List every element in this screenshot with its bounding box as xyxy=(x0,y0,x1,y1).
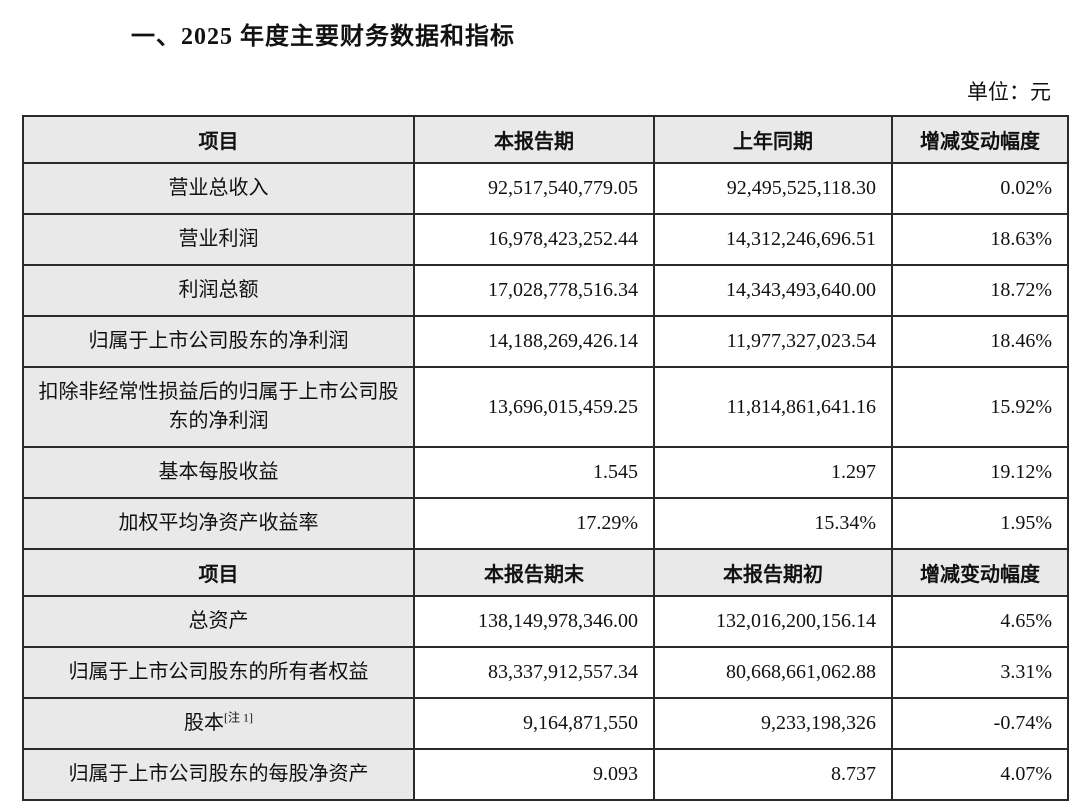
value-current: 92,517,540,779.05 xyxy=(413,162,655,215)
value-change: -0.74% xyxy=(891,697,1069,750)
row-label: 总资产 xyxy=(22,595,415,648)
value-period-end: 83,337,912,557.34 xyxy=(413,646,655,699)
row-label: 加权平均净资产收益率 xyxy=(22,497,415,550)
value-current: 17,028,778,516.34 xyxy=(413,264,655,317)
value-change: 3.31% xyxy=(891,646,1069,699)
value-change: 4.07% xyxy=(891,748,1069,801)
value-period-start: 9,233,198,326 xyxy=(653,697,893,750)
row-label: 营业总收入 xyxy=(22,162,415,215)
value-current: 13,696,015,459.25 xyxy=(413,366,655,448)
footnote-reference: [注 1] xyxy=(224,710,253,725)
table-row: 营业利润 16,978,423,252.44 14,312,246,696.51… xyxy=(22,213,1069,266)
section2-header-row: 项目 本报告期末 本报告期初 增减变动幅度 xyxy=(22,548,1069,597)
row-label: 利润总额 xyxy=(22,264,415,317)
row-label: 基本每股收益 xyxy=(22,446,415,499)
column-header-item: 项目 xyxy=(22,548,415,597)
column-header-prior-period: 上年同期 xyxy=(653,115,893,164)
unit-label: 单位：元 xyxy=(967,80,1051,104)
column-header-change: 增减变动幅度 xyxy=(891,548,1069,597)
value-change: 18.72% xyxy=(891,264,1069,317)
value-prior: 92,495,525,118.30 xyxy=(653,162,893,215)
table-row: 扣除非经常性损益后的归属于上市公司股东的净利润 13,696,015,459.2… xyxy=(22,366,1069,448)
table-row: 归属于上市公司股东的每股净资产 9.093 8.737 4.07% xyxy=(22,748,1069,801)
value-prior: 15.34% xyxy=(653,497,893,550)
table-row: 归属于上市公司股东的所有者权益 83,337,912,557.34 80,668… xyxy=(22,646,1069,699)
value-change: 18.46% xyxy=(891,315,1069,368)
section1-header-row: 项目 本报告期 上年同期 增减变动幅度 xyxy=(22,115,1069,164)
column-header-item: 项目 xyxy=(22,115,415,164)
column-header-change: 增减变动幅度 xyxy=(891,115,1069,164)
value-prior: 11,814,861,641.16 xyxy=(653,366,893,448)
value-prior: 14,312,246,696.51 xyxy=(653,213,893,266)
financial-table: 项目 本报告期 上年同期 增减变动幅度 营业总收入 92,517,540,779… xyxy=(22,115,1069,801)
row-label-text: 股本 xyxy=(184,712,224,734)
table-row: 加权平均净资产收益率 17.29% 15.34% 1.95% xyxy=(22,497,1069,550)
value-current: 1.545 xyxy=(413,446,655,499)
row-label: 归属于上市公司股东的所有者权益 xyxy=(22,646,415,699)
row-label: 营业利润 xyxy=(22,213,415,266)
row-label: 归属于上市公司股东的每股净资产 xyxy=(22,748,415,801)
value-period-start: 132,016,200,156.14 xyxy=(653,595,893,648)
value-prior: 14,343,493,640.00 xyxy=(653,264,893,317)
value-current: 14,188,269,426.14 xyxy=(413,315,655,368)
value-current: 17.29% xyxy=(413,497,655,550)
value-period-end: 138,149,978,346.00 xyxy=(413,595,655,648)
value-period-start: 80,668,661,062.88 xyxy=(653,646,893,699)
value-prior: 1.297 xyxy=(653,446,893,499)
table-row: 总资产 138,149,978,346.00 132,016,200,156.1… xyxy=(22,595,1069,648)
value-change: 0.02% xyxy=(891,162,1069,215)
table-row: 归属于上市公司股东的净利润 14,188,269,426.14 11,977,3… xyxy=(22,315,1069,368)
page-title: 一、2025 年度主要财务数据和指标 xyxy=(131,24,515,50)
value-change: 1.95% xyxy=(891,497,1069,550)
value-current: 16,978,423,252.44 xyxy=(413,213,655,266)
row-label: 股本[注 1] xyxy=(22,697,415,750)
column-header-period-end: 本报告期末 xyxy=(413,548,655,597)
table-row: 基本每股收益 1.545 1.297 19.12% xyxy=(22,446,1069,499)
table-row: 股本[注 1] 9,164,871,550 9,233,198,326 -0.7… xyxy=(22,697,1069,750)
value-period-start: 8.737 xyxy=(653,748,893,801)
row-label: 归属于上市公司股东的净利润 xyxy=(22,315,415,368)
row-label: 扣除非经常性损益后的归属于上市公司股东的净利润 xyxy=(22,366,415,448)
value-period-end: 9,164,871,550 xyxy=(413,697,655,750)
value-change: 19.12% xyxy=(891,446,1069,499)
value-prior: 11,977,327,023.54 xyxy=(653,315,893,368)
column-header-current-period: 本报告期 xyxy=(413,115,655,164)
value-period-end: 9.093 xyxy=(413,748,655,801)
value-change: 4.65% xyxy=(891,595,1069,648)
column-header-period-start: 本报告期初 xyxy=(653,548,893,597)
table-row: 营业总收入 92,517,540,779.05 92,495,525,118.3… xyxy=(22,162,1069,215)
table-row: 利润总额 17,028,778,516.34 14,343,493,640.00… xyxy=(22,264,1069,317)
value-change: 15.92% xyxy=(891,366,1069,448)
value-change: 18.63% xyxy=(891,213,1069,266)
